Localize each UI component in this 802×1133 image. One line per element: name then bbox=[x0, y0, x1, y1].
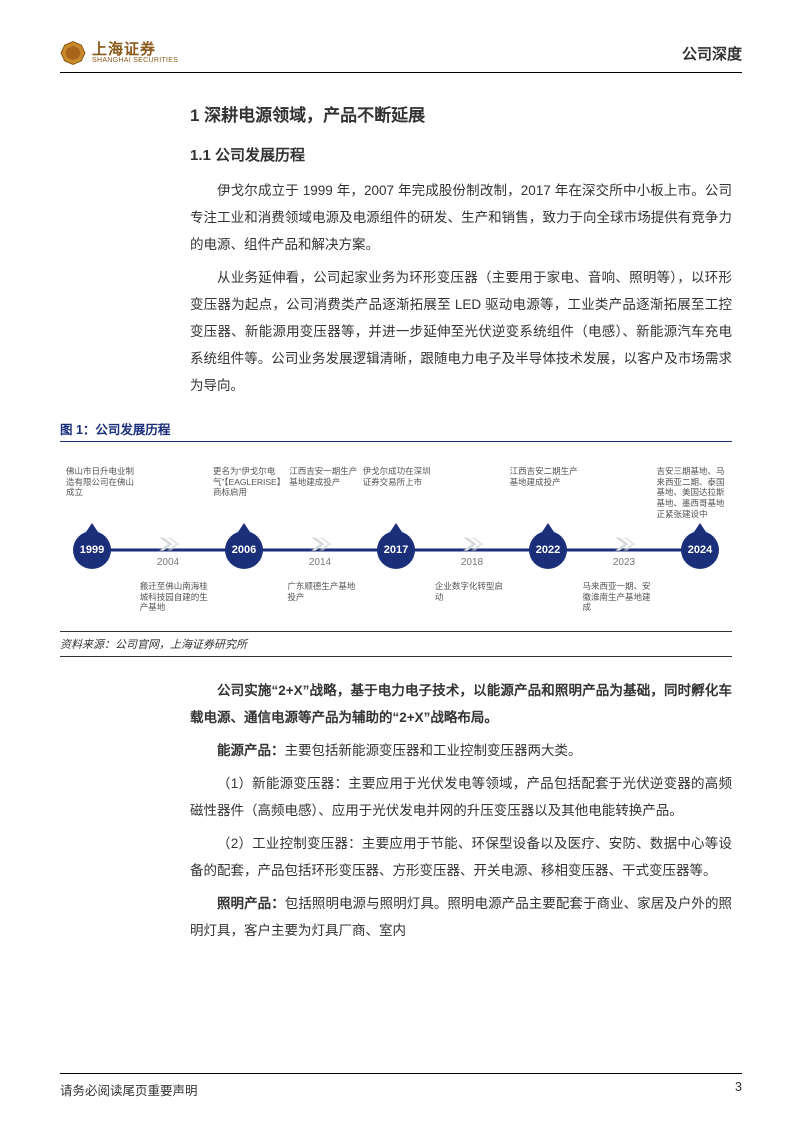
timeline-node: 2006 bbox=[222, 528, 266, 572]
figure-1-title: 图 1：公司发展历程 bbox=[60, 419, 732, 442]
timeline-node: 1999 bbox=[70, 528, 114, 572]
timeline-bottom-label bbox=[64, 581, 138, 613]
energy-lead-paragraph: 能源产品：主要包括新能源变压器和工业控制变压器两大类。 bbox=[190, 737, 732, 764]
timeline-top-label: 江西吉安二期生产基地建成投产 bbox=[508, 466, 581, 519]
timeline-node: 2022 bbox=[526, 528, 570, 572]
timeline-drop-icon: 1999 bbox=[73, 531, 111, 569]
figure-1-timeline: 佛山市日升电业制造有限公司在佛山成立 更名为“伊戈尔电气”【EAGLERISE】商… bbox=[60, 454, 732, 631]
timeline-top-label: 江西吉安一期生产基地建成投产 bbox=[287, 466, 360, 519]
timeline-node: 2014 bbox=[298, 528, 342, 572]
main-content: 1 深耕电源领域，产品不断延展 1.1 公司发展历程 伊戈尔成立于 1999 年… bbox=[60, 101, 742, 944]
logo-block: 上海证券 SHANGHAI SECURITIES bbox=[60, 40, 178, 66]
timeline-node: 2004 bbox=[146, 528, 190, 572]
timeline-drop-icon: 2017 bbox=[377, 531, 415, 569]
timeline-year: 2022 bbox=[536, 544, 560, 556]
lighting-paragraph: 照明产品：包括照明电源与照明灯具。照明电源产品主要配套于商业、家居及户外的照明灯… bbox=[190, 890, 732, 944]
timeline-track: 1999 2004 2006 2014 2017 2018 2022 2023 2024 bbox=[64, 527, 728, 573]
energy-lead-rest: 主要包括新能源变压器和工业控制变压器两大类。 bbox=[285, 743, 582, 758]
page-header: 上海证券 SHANGHAI SECURITIES 公司深度 bbox=[60, 40, 742, 73]
strategy-paragraph: 公司实施“2+X”战略，基于电力电子技术，以能源产品和照明产品为基础，同时孵化车… bbox=[190, 677, 732, 731]
timeline-bottom-label: 搬迁至佛山南海桂城科技园自建的生产基地 bbox=[138, 581, 212, 613]
chevron-right-icon bbox=[613, 533, 635, 555]
lighting-lead-bold: 照明产品： bbox=[217, 896, 285, 911]
header-category: 公司深度 bbox=[682, 43, 742, 64]
timeline-year: 2017 bbox=[384, 544, 408, 556]
logo-en: SHANGHAI SECURITIES bbox=[92, 57, 178, 64]
page-number: 3 bbox=[735, 1080, 742, 1099]
timeline-bottom-label: 广东顺德生产基地投产 bbox=[285, 581, 359, 613]
section-heading-1-1: 1.1 公司发展历程 bbox=[190, 144, 732, 165]
figure-1-source: 资料来源：公司官网，上海证券研究所 bbox=[60, 631, 732, 657]
chevron-right-icon bbox=[157, 533, 179, 555]
timeline-nodes: 1999 2004 2006 2014 2017 2018 2022 2023 2024 bbox=[64, 527, 728, 573]
timeline-drop-icon: 2022 bbox=[529, 531, 567, 569]
timeline-year: 2014 bbox=[309, 557, 331, 568]
timeline-top-label: 吉安三期基地、马来西亚二期、泰国基地、美国达拉斯基地、墨西哥基地正紧张建设中 bbox=[655, 466, 728, 519]
logo-cn: 上海证券 bbox=[92, 42, 178, 57]
timeline-year: 2023 bbox=[613, 557, 635, 568]
strategy-bold: 公司实施“2+X”战略，基于电力电子技术，以能源产品和照明产品为基础，同时孵化车… bbox=[190, 683, 732, 725]
timeline-node: 2017 bbox=[374, 528, 418, 572]
energy-item-1: （1）新能源变压器：主要应用于光伏发电等领域，产品包括配套于光伏逆变器的高频磁性… bbox=[190, 770, 732, 824]
logo-text: 上海证券 SHANGHAI SECURITIES bbox=[92, 42, 178, 64]
timeline-bottom-labels: 搬迁至佛山南海桂城科技园自建的生产基地 广东顺德生产基地投产 企业数字化转型启动 马来… bbox=[64, 581, 728, 613]
timeline-drop-icon: 2024 bbox=[681, 531, 719, 569]
timeline-top-labels: 佛山市日升电业制造有限公司在佛山成立 更名为“伊戈尔电气”【EAGLERISE】商… bbox=[64, 466, 728, 519]
timeline-bottom-label bbox=[507, 581, 581, 613]
logo-icon bbox=[60, 40, 86, 66]
timeline-year: 2004 bbox=[157, 557, 179, 568]
energy-lead-bold: 能源产品： bbox=[217, 743, 285, 758]
timeline-top-label: 佛山市日升电业制造有限公司在佛山成立 bbox=[64, 466, 137, 519]
timeline-node: 2018 bbox=[450, 528, 494, 572]
page-footer: 请务必阅读尾页重要声明 3 bbox=[60, 1073, 742, 1099]
timeline-year: 2006 bbox=[232, 544, 256, 556]
timeline-year: 2024 bbox=[688, 544, 712, 556]
timeline-bottom-label bbox=[359, 581, 433, 613]
timeline-bottom-label: 企业数字化转型启动 bbox=[433, 581, 507, 613]
chevron-right-icon bbox=[461, 533, 483, 555]
section-heading-1: 1 深耕电源领域，产品不断延展 bbox=[190, 101, 732, 126]
timeline-node: 2024 bbox=[678, 528, 722, 572]
intro-paragraph-1: 伊戈尔成立于 1999 年，2007 年完成股份制改制，2017 年在深交所中小… bbox=[190, 177, 732, 258]
timeline-top-label bbox=[434, 466, 507, 519]
timeline-top-label: 伊戈尔成功在深圳证券交易所上市 bbox=[361, 466, 434, 519]
timeline-bottom-label bbox=[654, 581, 728, 613]
timeline-top-label: 更名为“伊戈尔电气”【EAGLERISE】商标启用 bbox=[211, 466, 287, 519]
timeline-bottom-label bbox=[212, 581, 286, 613]
timeline-node: 2023 bbox=[602, 528, 646, 572]
timeline-bottom-label: 马来西亚一期、安徽淮南生产基地建成 bbox=[580, 581, 654, 613]
footer-disclaimer: 请务必阅读尾页重要声明 bbox=[60, 1080, 198, 1099]
timeline-year: 2018 bbox=[461, 557, 483, 568]
timeline-top-label bbox=[581, 466, 654, 519]
chevron-right-icon bbox=[309, 533, 331, 555]
intro-paragraph-2: 从业务延伸看，公司起家业务为环形变压器（主要用于家电、音响、照明等），以环形变压… bbox=[190, 264, 732, 399]
timeline-year: 1999 bbox=[80, 544, 104, 556]
energy-item-2: （2）工业控制变压器：主要应用于节能、环保型设备以及医疗、安防、数据中心等设备的… bbox=[190, 830, 732, 884]
timeline-drop-icon: 2006 bbox=[225, 531, 263, 569]
timeline-top-label bbox=[137, 466, 210, 519]
